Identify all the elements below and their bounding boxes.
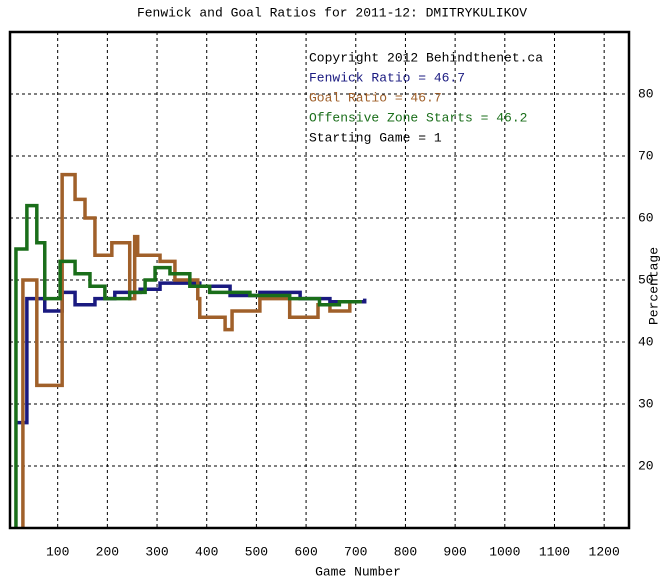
y-tick-label: 50 [638,272,654,287]
plot-frame [8,30,631,530]
y-axis-label: Percentage [646,247,661,325]
x-tick-label: 700 [344,544,367,559]
annotation: Copyright 2012 Behindthenet.ca [309,50,543,65]
x-tick-label: 1200 [589,544,620,559]
y-tick-label: 30 [638,396,654,411]
legend-entry: Offensive Zone Starts = 46.2 [309,110,527,125]
y-tick-label: 80 [638,86,654,101]
chart-title: Fenwick and Goal Ratios for 2011-12: DMI… [137,5,527,20]
x-axis-label: Game Number [315,564,401,579]
x-tick-label: 100 [46,544,69,559]
legend-entry: Fenwick Ratio = 46.7 [309,70,465,85]
x-tick-label: 300 [145,544,168,559]
x-tick-label: 900 [443,544,466,559]
x-tick-label: 400 [195,544,218,559]
x-tick-label: 600 [294,544,317,559]
x-tick-label: 200 [96,544,119,559]
y-tick-label: 70 [638,148,654,163]
x-tick-label: 1100 [539,544,570,559]
legend-entry: Goal Ratio = 46.7 [309,90,442,105]
x-tick-label: 800 [394,544,417,559]
series-line [21,172,362,528]
x-tick-label: 1000 [489,544,520,559]
y-tick-label: 40 [638,334,654,349]
series-line [16,281,367,425]
x-tick-label: 500 [245,544,268,559]
series-line [14,203,362,528]
annotation: Starting Game = 1 [309,130,442,145]
y-tick-label: 20 [638,458,654,473]
y-tick-label: 60 [638,210,654,225]
